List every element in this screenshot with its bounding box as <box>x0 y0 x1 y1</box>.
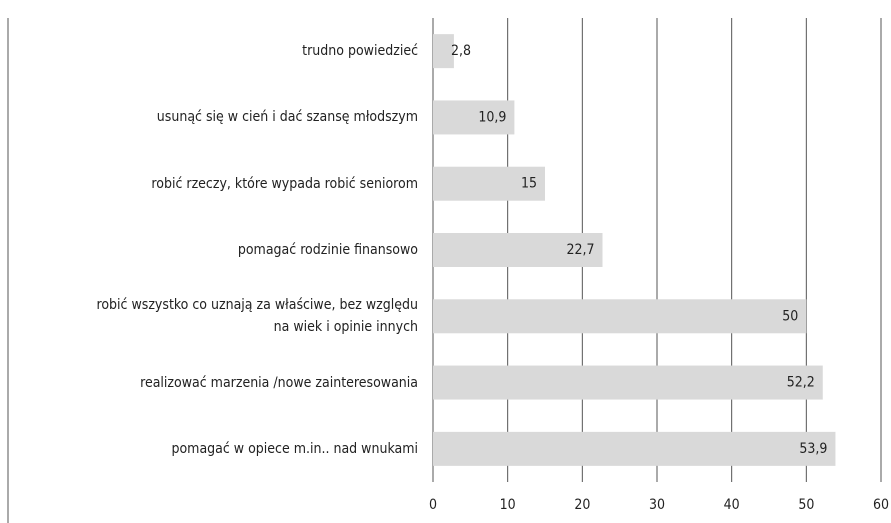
x-tick-label: 10 <box>500 497 516 513</box>
value-label: 10,9 <box>478 109 506 125</box>
y-tick-label: pomagać w opiece m.in.. nad wnukami <box>171 440 418 457</box>
y-tick-label: robić wszystko co uznają za właściwe, be… <box>96 297 418 336</box>
bar <box>433 431 836 466</box>
bar <box>433 34 454 69</box>
bar <box>433 365 823 400</box>
y-tick-label: realizować marzenia /nowe zainteresowani… <box>140 374 418 391</box>
bar <box>433 166 545 201</box>
x-tick-label: 60 <box>873 497 889 513</box>
x-tick-label: 0 <box>429 497 437 513</box>
x-tick-label: 20 <box>574 497 590 513</box>
value-label: 22,7 <box>566 242 594 258</box>
value-label: 50 <box>782 308 798 324</box>
y-tick-label: pomagać rodzinie finansowo <box>237 242 418 258</box>
value-label: 15 <box>521 176 537 192</box>
x-tick-label: 50 <box>798 497 814 513</box>
x-tick-label: 30 <box>649 497 665 513</box>
x-tick-label: 40 <box>724 497 740 513</box>
value-label: 53,9 <box>799 441 827 457</box>
y-tick-label: usunąć się w cień i dać szansę młodszym <box>156 109 418 126</box>
y-tick-label: trudno powiedzieć <box>302 43 418 60</box>
bar <box>433 233 603 267</box>
value-label: 2,8 <box>451 43 471 59</box>
value-label: 52,2 <box>787 375 815 391</box>
bar <box>433 100 515 135</box>
bar <box>433 299 807 334</box>
y-tick-label: robić rzeczy, które wypada robić senioro… <box>151 175 418 192</box>
